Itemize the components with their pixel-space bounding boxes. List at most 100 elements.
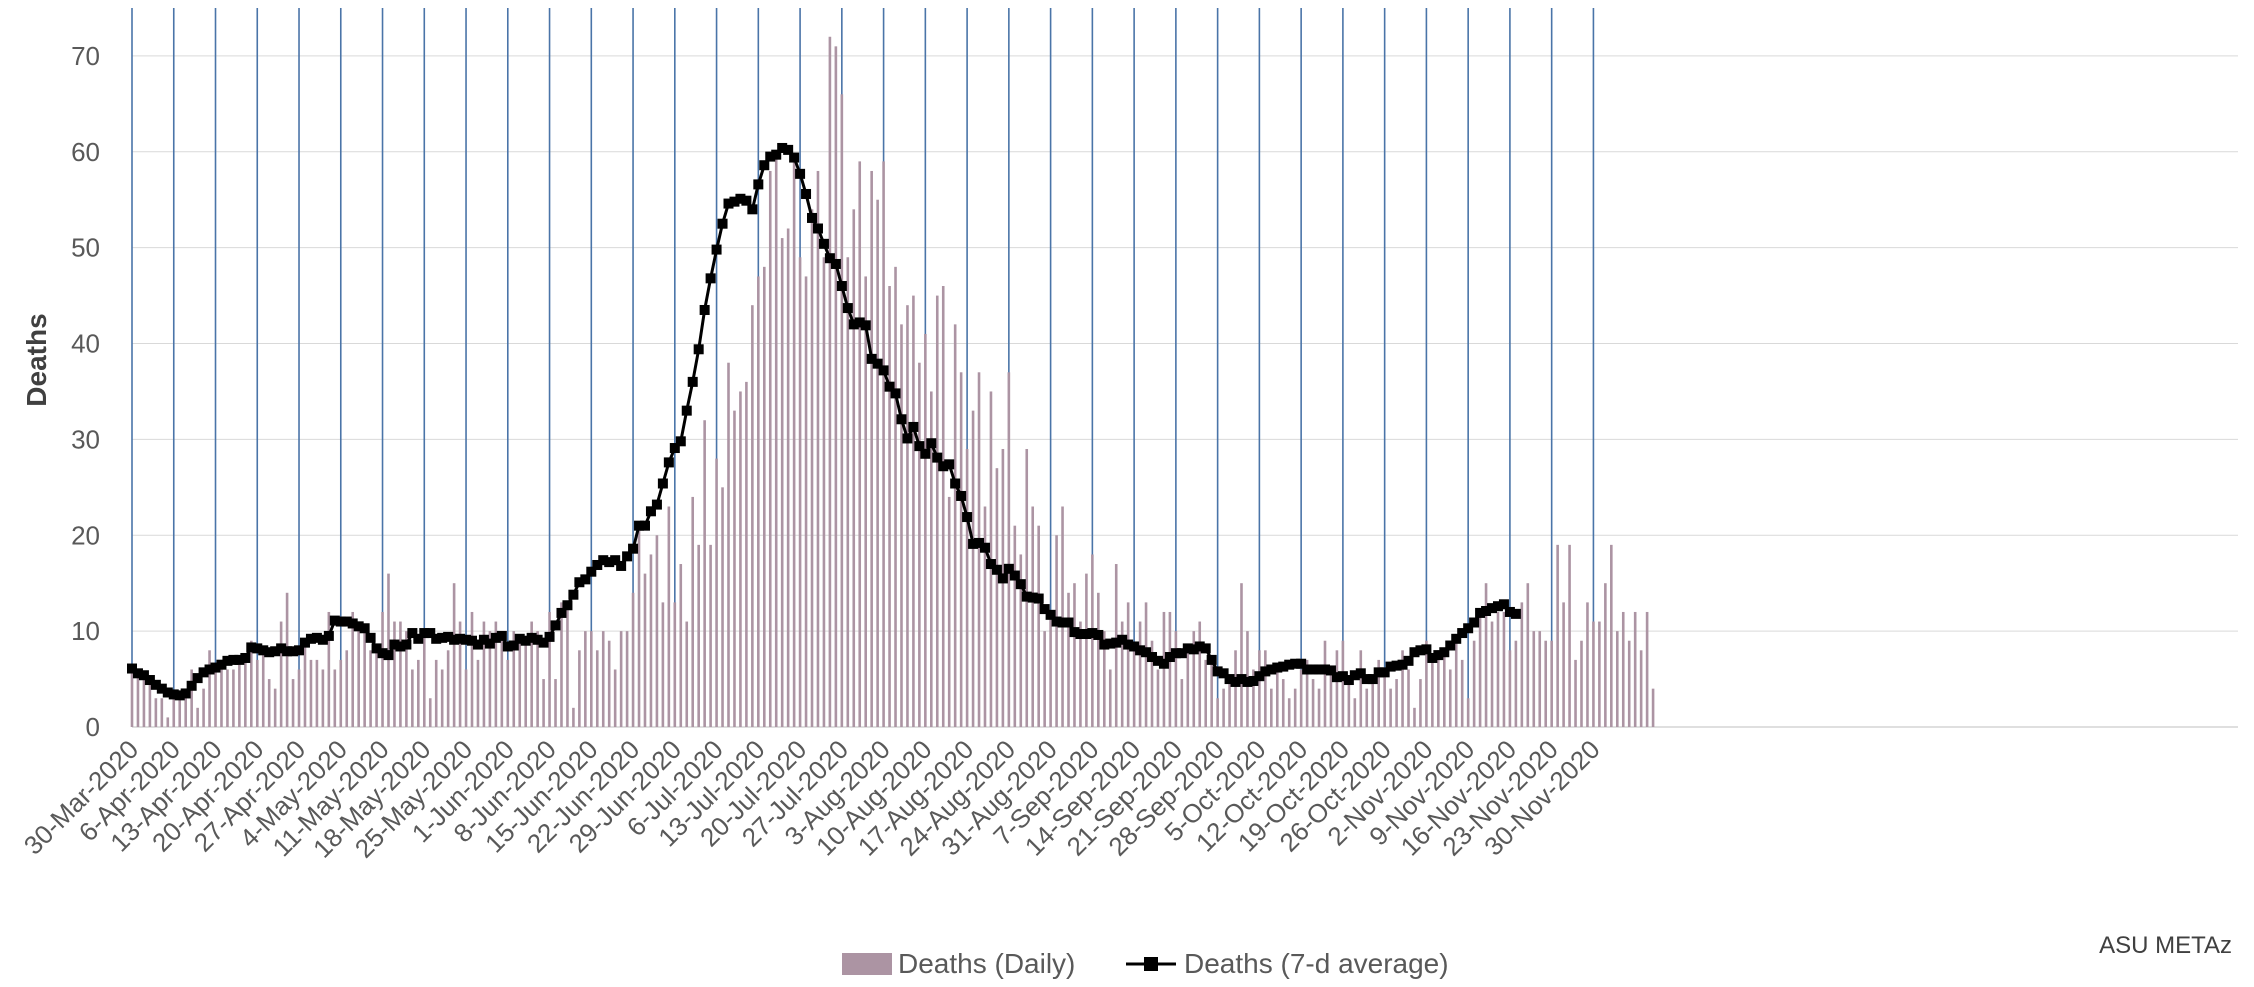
average-point	[299, 637, 310, 648]
average-point	[1093, 629, 1104, 640]
average-point	[472, 639, 483, 650]
average-point	[550, 620, 561, 631]
daily-bar	[357, 621, 360, 727]
average-point	[938, 461, 949, 472]
average-point	[753, 179, 764, 190]
legend-label-average: Deaths (7-d average)	[1184, 948, 1449, 979]
average-point	[639, 520, 650, 531]
daily-bar	[1067, 592, 1070, 727]
average-point	[311, 632, 322, 643]
y-axis-tick-labels: 0 10 20 30 40 50 60 70	[71, 41, 100, 742]
average-point	[1504, 606, 1515, 617]
average-point	[1409, 647, 1420, 658]
average-point	[538, 637, 549, 648]
average-point	[1451, 633, 1462, 644]
daily-bar	[1180, 679, 1184, 727]
credit-annotation: ASU METAz	[2099, 932, 2232, 959]
daily-bar	[1120, 621, 1124, 727]
daily-bar	[530, 621, 533, 727]
average-point	[1290, 658, 1301, 669]
average-point	[956, 490, 967, 501]
daily-bar	[1621, 611, 1625, 727]
daily-bar	[1490, 621, 1494, 727]
daily-bar	[411, 669, 414, 727]
average-point	[807, 212, 818, 223]
daily-bar	[1144, 602, 1148, 727]
average-point	[1021, 591, 1032, 602]
daily-bar	[267, 679, 271, 727]
daily-bar	[995, 468, 999, 727]
average-point	[979, 542, 990, 553]
daily-bar	[572, 707, 575, 727]
average-point	[270, 646, 281, 657]
daily-bar	[452, 583, 456, 727]
daily-bar	[339, 659, 343, 727]
daily-bar	[643, 573, 647, 727]
daily-bar	[327, 611, 331, 727]
average-point	[138, 670, 149, 681]
average-point	[592, 559, 603, 570]
average-point	[1182, 643, 1193, 654]
average-point	[353, 621, 364, 632]
daily-bar	[1454, 640, 1458, 727]
average-point	[1320, 664, 1330, 675]
average-point	[705, 273, 716, 284]
daily-bar	[1413, 707, 1416, 727]
daily-bar	[1514, 640, 1518, 727]
average-point	[741, 195, 752, 206]
y-tick-label: 40	[71, 329, 100, 359]
average-point	[150, 679, 161, 690]
daily-bar	[285, 592, 289, 727]
daily-bar	[1132, 650, 1136, 727]
average-point	[1403, 655, 1414, 666]
daily-bar	[1085, 573, 1088, 727]
daily-bar	[1013, 525, 1017, 727]
average-point	[520, 635, 531, 646]
average-point	[1331, 672, 1342, 683]
daily-bar	[1615, 631, 1619, 727]
daily-bar	[297, 669, 301, 727]
daily-bar	[303, 640, 307, 727]
average-point	[288, 646, 299, 657]
daily-bar	[774, 151, 778, 728]
daily-bar	[941, 286, 945, 727]
daily-bar	[363, 631, 366, 727]
average-point	[997, 573, 1008, 584]
average-point	[1397, 659, 1408, 670]
daily-bar	[244, 659, 247, 727]
average-point	[896, 414, 907, 425]
daily-bar	[786, 228, 790, 727]
daily-bar	[804, 276, 808, 727]
daily-bar	[1108, 669, 1112, 727]
average-point	[1152, 655, 1163, 666]
average-point	[1296, 658, 1307, 669]
daily-bar	[1639, 650, 1643, 727]
average-point	[634, 520, 645, 531]
daily-bar	[810, 209, 814, 727]
daily-bar	[1347, 679, 1351, 727]
average-point	[294, 645, 305, 656]
daily-bar	[554, 679, 557, 727]
average-point	[246, 642, 257, 653]
average-point	[365, 632, 376, 643]
average-point	[425, 628, 436, 639]
average-point	[127, 663, 137, 674]
daily-bar	[1359, 650, 1363, 727]
daily-bar	[1079, 621, 1082, 727]
average-point	[132, 668, 143, 679]
average-point	[789, 152, 800, 163]
daily-bar	[172, 698, 176, 727]
daily-bar	[1311, 679, 1315, 727]
daily-bar	[912, 295, 915, 727]
daily-bar	[1037, 525, 1040, 727]
daily-bar	[1407, 669, 1410, 727]
daily-bar	[1252, 669, 1255, 727]
average-point	[651, 499, 662, 510]
daily-bar	[619, 631, 623, 727]
average-point	[240, 652, 251, 663]
daily-bar	[1281, 679, 1285, 727]
average-point	[687, 376, 698, 387]
average-point	[144, 675, 155, 686]
daily-bar	[876, 199, 879, 727]
average-point	[1188, 644, 1199, 655]
